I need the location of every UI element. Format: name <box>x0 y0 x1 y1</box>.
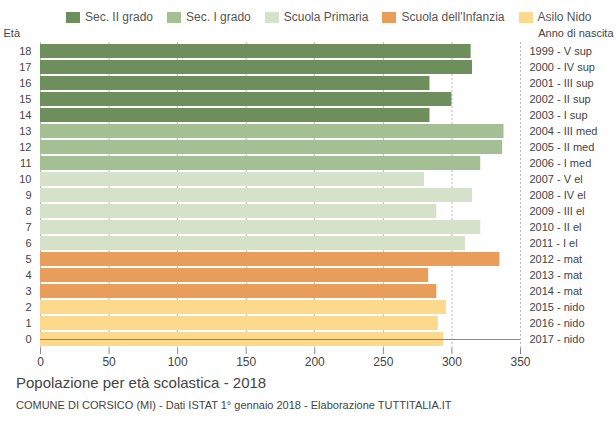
svg-text:2011 - I el: 2011 - I el <box>530 237 578 249</box>
html-text:Popolazione per età scolastica: Popolazione per età scolastica - 2018 <box>16 374 267 391</box>
html-text:Asilo Nido: Asilo Nido <box>537 10 592 24</box>
svg-text:2006 - I med: 2006 - I med <box>530 157 592 169</box>
svg-text:1: 1 <box>25 317 31 329</box>
svg-text:Anno di nascita: Anno di nascita <box>538 27 614 39</box>
svg-text:17: 17 <box>19 61 31 73</box>
svg-text:250: 250 <box>373 355 393 369</box>
svg-text:Età: Età <box>4 27 21 39</box>
html-text:Sec. II grado: Sec. II grado <box>85 10 153 24</box>
svg-text:50: 50 <box>102 355 116 369</box>
svg-text:2009 - III el: 2009 - III el <box>530 205 585 217</box>
svg-text:15: 15 <box>19 93 31 105</box>
svg-text:2014 - mat: 2014 - mat <box>530 285 583 297</box>
svg-text:11: 11 <box>20 157 31 169</box>
svg-text:2015 - nido: 2015 - nido <box>530 301 585 313</box>
svg-text:16: 16 <box>19 77 31 89</box>
svg-text:2000 - IV sup: 2000 - IV sup <box>530 61 595 73</box>
svg-text:2005 - II med: 2005 - II med <box>530 141 595 153</box>
svg-text:3: 3 <box>25 285 31 297</box>
html-text:COMUNE DI CORSICO (MI) - Dati: COMUNE DI CORSICO (MI) - Dati ISTAT 1° g… <box>16 399 452 411</box>
svg-text:300: 300 <box>442 355 462 369</box>
svg-text:2008 - IV el: 2008 - IV el <box>530 189 586 201</box>
svg-text:2: 2 <box>25 301 31 313</box>
svg-text:4: 4 <box>25 269 31 281</box>
svg-text:2003 - I sup: 2003 - I sup <box>530 109 588 121</box>
svg-text:9: 9 <box>25 189 31 201</box>
svg-text:14: 14 <box>19 109 31 121</box>
svg-text:12: 12 <box>19 141 31 153</box>
svg-text:18: 18 <box>19 45 31 57</box>
svg-text:350: 350 <box>510 355 530 369</box>
svg-text:10: 10 <box>19 173 31 185</box>
svg-text:200: 200 <box>305 355 325 369</box>
svg-text:2002 - II sup: 2002 - II sup <box>530 93 591 105</box>
svg-text:2017 - nido: 2017 - nido <box>530 333 585 345</box>
svg-text:2001 - III sup: 2001 - III sup <box>530 77 594 89</box>
html-text:Scuola Primaria: Scuola Primaria <box>283 10 369 24</box>
svg-text:2010 - II el: 2010 - II el <box>530 221 582 233</box>
svg-text:2007 - V el: 2007 - V el <box>530 173 583 185</box>
svg-text:8: 8 <box>25 205 31 217</box>
svg-text:2004 - III med: 2004 - III med <box>530 125 598 137</box>
svg-text:2012 - mat: 2012 - mat <box>530 253 583 265</box>
svg-text:5: 5 <box>25 253 31 265</box>
svg-text:1999 - V sup: 1999 - V sup <box>530 45 592 57</box>
html-text:Sec. I grado: Sec. I grado <box>186 10 251 24</box>
svg-text:2013 - mat: 2013 - mat <box>530 269 583 281</box>
svg-text:150: 150 <box>236 355 256 369</box>
svg-text:100: 100 <box>168 355 188 369</box>
svg-text:7: 7 <box>25 221 31 233</box>
svg-text:2016 - nido: 2016 - nido <box>530 317 585 329</box>
svg-text:0: 0 <box>37 355 44 369</box>
svg-text:13: 13 <box>19 125 31 137</box>
html-text:Scuola dell'Infanzia: Scuola dell'Infanzia <box>401 10 505 24</box>
svg-text:0: 0 <box>25 333 31 345</box>
svg-text:6: 6 <box>25 237 31 249</box>
